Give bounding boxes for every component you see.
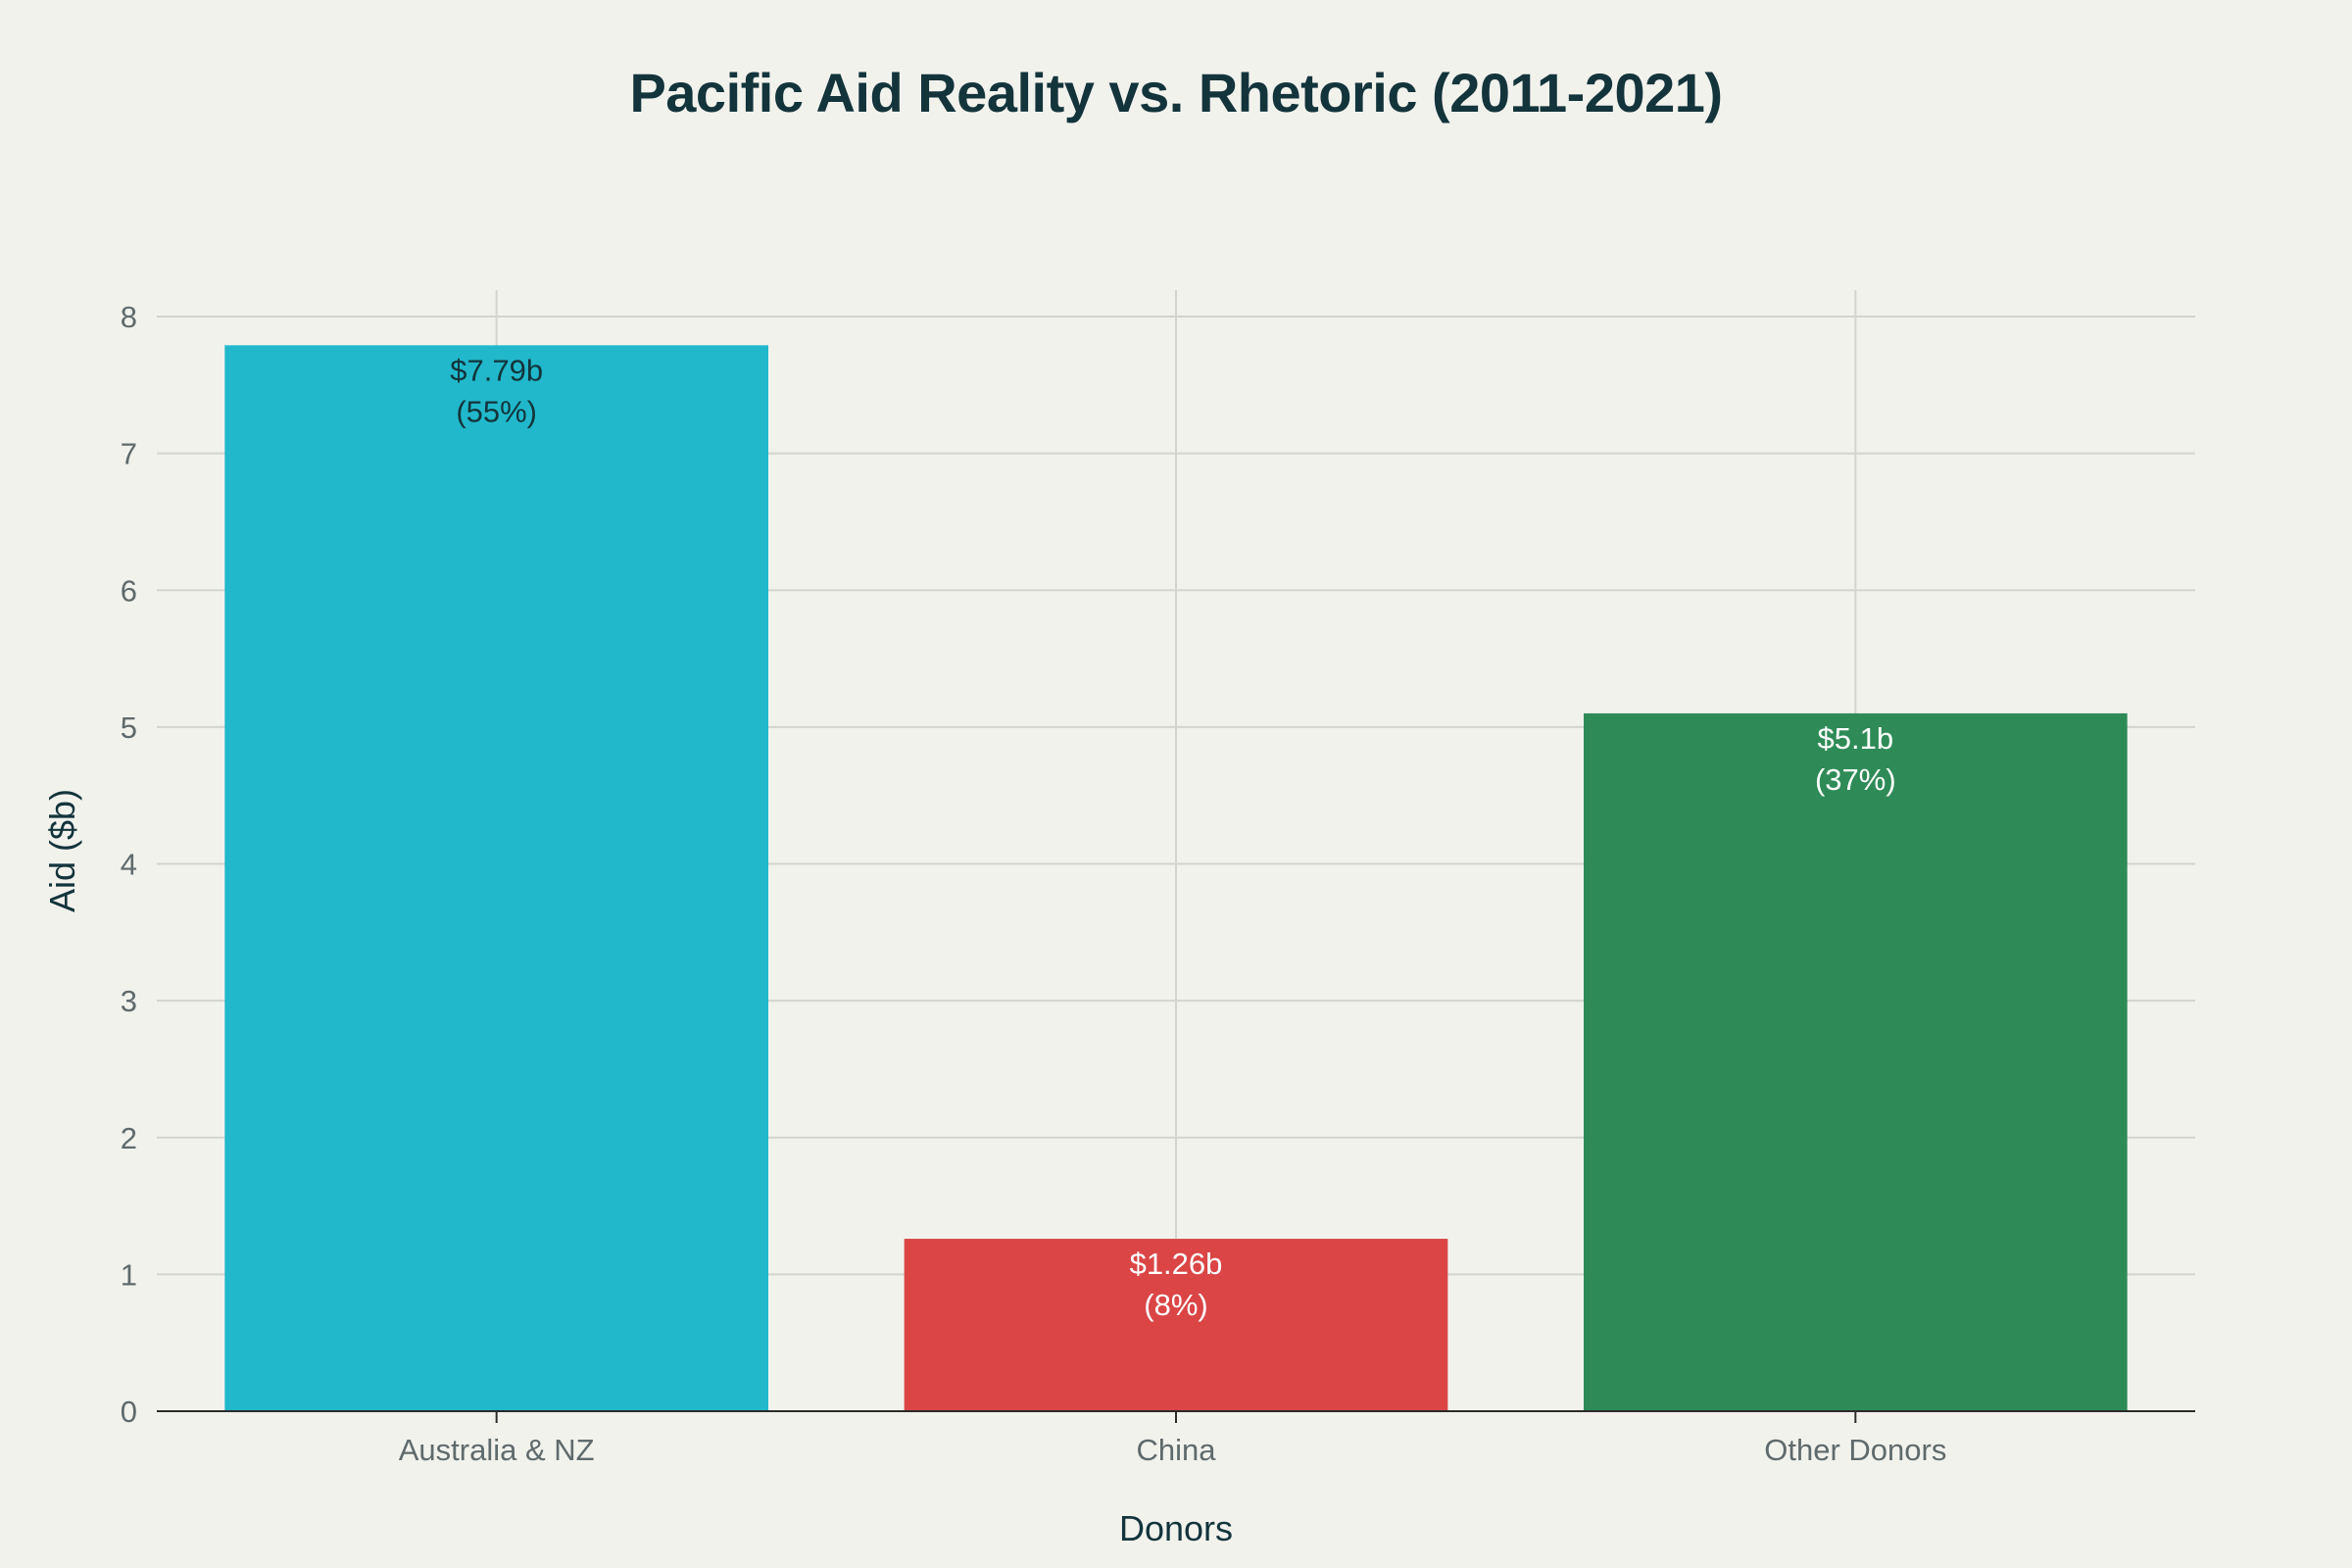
data-label: $7.79b xyxy=(450,353,543,387)
y-tick-label: 2 xyxy=(121,1121,137,1155)
data-labels: $7.79b (55%) $1.26b (8%) $5.1b (37%) xyxy=(450,353,1895,1322)
chart-title: Pacific Aid Reality vs. Rhetoric (2011-2… xyxy=(629,62,1723,123)
y-tick-label: 7 xyxy=(121,437,137,471)
y-tick-label: 1 xyxy=(121,1257,137,1292)
data-label: (37%) xyxy=(1815,762,1896,797)
y-axis-title: Aid ($b) xyxy=(42,789,82,912)
y-tick-label: 8 xyxy=(121,300,137,334)
bar xyxy=(224,345,769,1411)
y-tick-label: 6 xyxy=(121,573,137,608)
x-tick-label: Australia & NZ xyxy=(399,1433,595,1467)
bar xyxy=(1584,712,2128,1411)
x-tick-label: Other Donors xyxy=(1764,1433,1946,1467)
axes: 0 1 2 3 4 5 6 7 8 Australia & NZ China Other Donors xyxy=(121,300,2195,1467)
bars xyxy=(224,345,2128,1411)
data-label: (55%) xyxy=(456,394,537,428)
data-label: $5.1b xyxy=(1818,721,1894,756)
y-tick-label: 3 xyxy=(121,984,137,1018)
bar xyxy=(904,1239,1448,1411)
y-tick-label: 0 xyxy=(121,1395,137,1429)
y-tick-label: 5 xyxy=(121,710,137,745)
x-tick-label: China xyxy=(1137,1433,1217,1467)
y-tick-label: 4 xyxy=(121,848,137,882)
data-label: $1.26b xyxy=(1130,1247,1223,1281)
x-axis-title: Donors xyxy=(1119,1508,1233,1548)
data-label: (8%) xyxy=(1144,1288,1207,1322)
